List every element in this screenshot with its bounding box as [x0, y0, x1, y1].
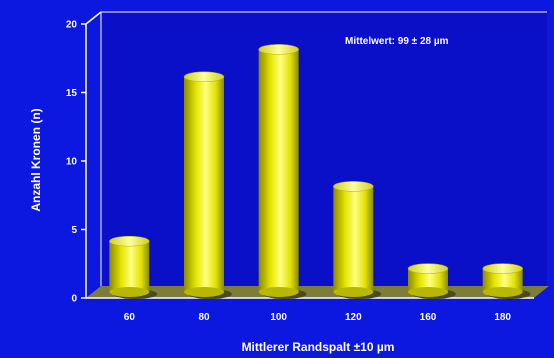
bar-top [109, 235, 150, 247]
bar-top [407, 263, 449, 274]
bar-group [183, 71, 232, 299]
x-tick-label: 80 [198, 312, 210, 323]
bar [333, 186, 374, 292]
plot-back-wall [101, 12, 547, 286]
y-tick-label: 15 [66, 88, 78, 99]
y-tick-label: 5 [71, 225, 77, 236]
bar-base [482, 287, 523, 297]
bar-base [408, 287, 448, 297]
y-tick-label: 10 [66, 157, 78, 168]
bar [408, 268, 448, 292]
bar-top [333, 181, 374, 192]
bar [184, 76, 224, 292]
bar-top [258, 44, 299, 55]
x-tick-label: 100 [270, 312, 287, 323]
y-tick-label: 20 [66, 20, 78, 31]
bar [109, 241, 150, 292]
bar-base [333, 287, 374, 297]
x-axis-title: Mittlerer Randspalt ±10 µm [242, 340, 395, 354]
x-tick-label: 160 [420, 312, 437, 323]
x-tick-label: 120 [345, 312, 362, 323]
bar-top [183, 71, 225, 83]
bar-group [482, 263, 531, 299]
x-tick-label: 180 [494, 312, 511, 323]
bar-top [482, 263, 523, 274]
y-tick-label: 0 [71, 294, 77, 305]
bar-group [407, 263, 456, 299]
bar-base [184, 287, 224, 297]
bar [482, 268, 523, 292]
x-tick-label: 60 [124, 312, 136, 323]
bar [258, 49, 299, 293]
side-wall-top-edge [85, 11, 102, 25]
bar-group [258, 44, 307, 299]
y-axis-title: Anzahl Kronen (n) [29, 108, 43, 211]
bar-base [258, 287, 299, 297]
bar-group [333, 181, 382, 299]
annotation-mean: Mittelwert: 99 ± 28 µm [345, 36, 449, 47]
bar-base [109, 287, 150, 297]
bar-group [109, 235, 158, 299]
